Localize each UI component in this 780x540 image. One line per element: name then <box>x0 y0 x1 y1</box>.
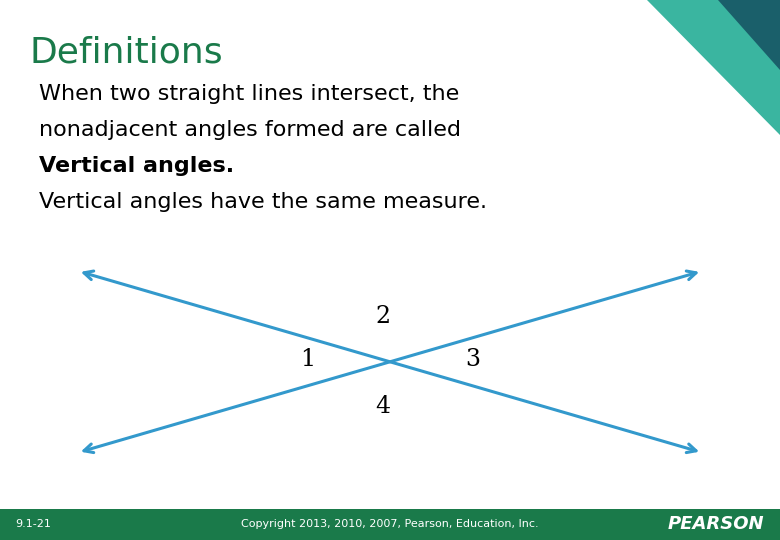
Text: nonadjacent angles formed are called: nonadjacent angles formed are called <box>39 120 461 140</box>
Text: 1: 1 <box>300 348 315 370</box>
Polygon shape <box>647 0 780 135</box>
Text: When two straight lines intersect, the: When two straight lines intersect, the <box>39 84 459 104</box>
Text: PEARSON: PEARSON <box>668 515 764 534</box>
Text: 9.1-21: 9.1-21 <box>16 519 51 529</box>
Bar <box>0 509 780 540</box>
Text: Definitions: Definitions <box>30 35 223 69</box>
Polygon shape <box>718 0 780 70</box>
Text: 4: 4 <box>375 395 390 418</box>
Text: Copyright 2013, 2010, 2007, Pearson, Education, Inc.: Copyright 2013, 2010, 2007, Pearson, Edu… <box>241 519 539 529</box>
Text: 3: 3 <box>465 348 480 370</box>
Text: Vertical angles have the same measure.: Vertical angles have the same measure. <box>39 192 487 212</box>
Text: 2: 2 <box>375 305 390 328</box>
Text: Vertical angles.: Vertical angles. <box>39 156 234 176</box>
